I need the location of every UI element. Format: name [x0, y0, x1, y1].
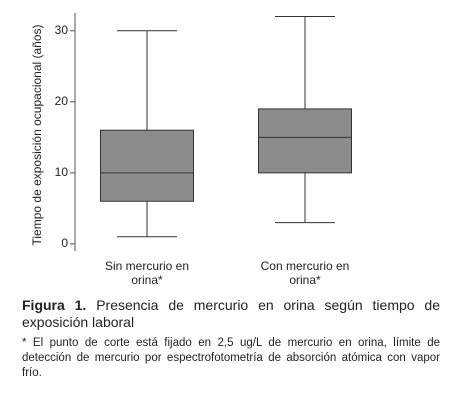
chart: Tiempo de exposición ocupacional (años) …: [30, 13, 352, 251]
x-tick-label: Sin mercurio en orina*: [104, 259, 190, 287]
caption-label: Figura 1.: [22, 297, 87, 313]
y-axis-label: Tiempo de exposición ocupacional (años): [30, 24, 44, 245]
y-tick-label: 0: [61, 236, 68, 250]
x-tick-label: Con mercurio en orina*: [260, 259, 350, 287]
y-tick-label: 30: [55, 23, 69, 37]
caption: Figura 1. Presencia de mercurio en orina…: [22, 297, 440, 331]
box: [258, 108, 352, 174]
box: [100, 129, 194, 202]
footnote: * El punto de corte está fijado en 2,5 u…: [22, 337, 440, 379]
y-tick-label: 10: [55, 165, 69, 179]
caption-text: Presencia de mercurio en orina según tie…: [22, 297, 440, 330]
y-tick-label: 20: [55, 94, 69, 108]
